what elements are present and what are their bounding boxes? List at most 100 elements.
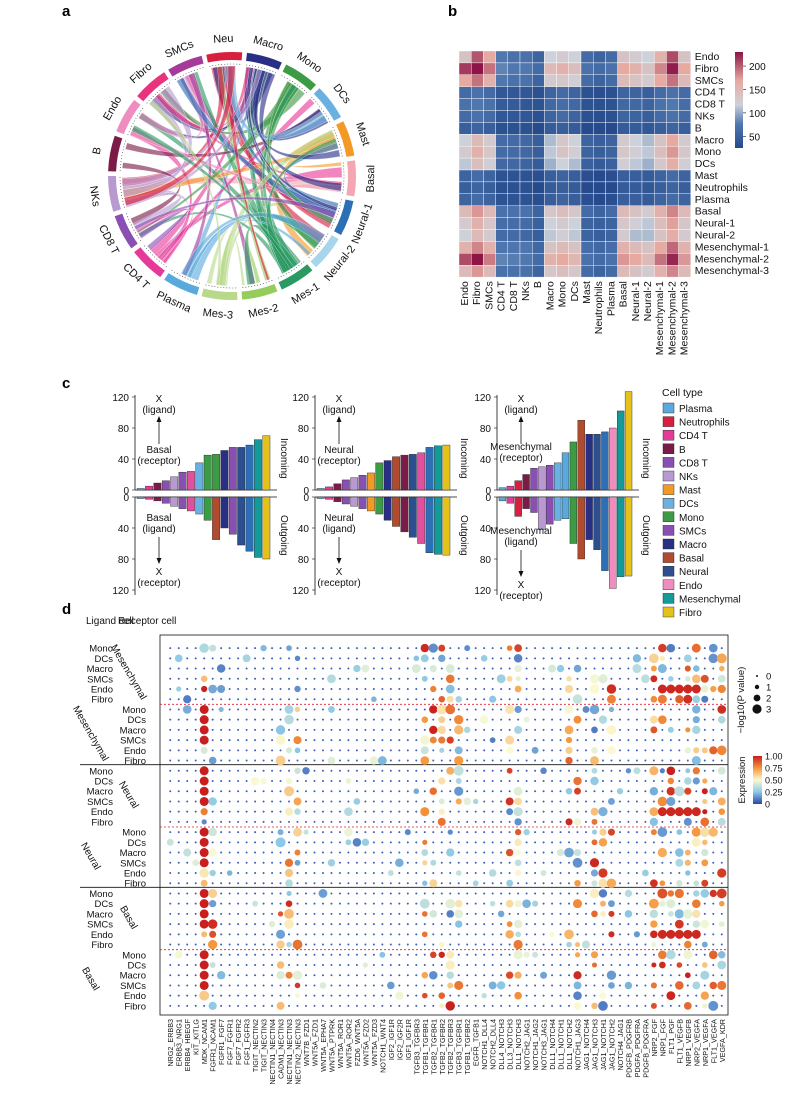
dot — [568, 861, 571, 864]
dot — [279, 872, 282, 874]
dot — [565, 746, 573, 754]
dot — [228, 677, 231, 680]
dot — [659, 768, 665, 774]
dot — [678, 902, 681, 905]
dot — [177, 964, 180, 966]
dot — [361, 664, 370, 673]
heatmap-cell — [556, 98, 569, 111]
size-legend-label: 3 — [766, 705, 771, 716]
column-label: PDGFA_PDGFRA — [633, 1019, 642, 1078]
dot — [517, 739, 520, 742]
dot — [598, 1001, 608, 1011]
dot — [321, 912, 324, 915]
dot — [220, 994, 223, 997]
column-label: FLT1_VEGFA — [709, 1019, 718, 1063]
dot — [194, 831, 197, 834]
heatmap-cell — [629, 134, 643, 147]
dot — [169, 912, 172, 915]
dot — [355, 902, 358, 905]
dot — [720, 933, 723, 936]
annotation-x: X — [336, 394, 343, 405]
dot — [674, 888, 684, 899]
heatmap-col-label: CD8 T — [508, 281, 520, 312]
dot — [262, 688, 265, 690]
dot — [491, 780, 494, 782]
dot — [517, 718, 520, 721]
dot — [432, 841, 435, 844]
dot — [406, 708, 409, 711]
dot — [364, 851, 367, 854]
dot — [514, 725, 523, 734]
heatmap-cell — [568, 181, 582, 194]
dot — [330, 923, 333, 926]
dot — [669, 831, 672, 834]
column-label: IGF2_IGF2R — [395, 1019, 404, 1060]
dot — [262, 657, 265, 660]
heatmap-cell — [678, 62, 691, 76]
dot — [466, 943, 469, 946]
dot — [581, 940, 591, 949]
heatmap-cell — [495, 50, 509, 64]
legend-swatch — [662, 552, 675, 563]
dot — [296, 718, 299, 721]
dot — [446, 766, 455, 775]
legend-swatch — [662, 511, 675, 522]
heatmap-cell — [483, 253, 496, 266]
dot — [703, 902, 706, 905]
bar-incoming-Mesenchymal — [522, 474, 530, 491]
dot — [313, 657, 316, 660]
dot — [618, 728, 621, 731]
heatmap-cell — [495, 205, 509, 218]
column-label: NOTCH4_JAG1 — [616, 1019, 625, 1071]
heatmap-colorbar — [735, 52, 743, 148]
dot — [652, 994, 655, 997]
dot — [483, 790, 486, 793]
dot — [338, 861, 341, 864]
dot — [423, 923, 426, 926]
dot — [389, 790, 392, 793]
sector-tick-ring — [277, 261, 305, 279]
heatmap-cell — [617, 193, 630, 206]
dot — [593, 698, 596, 701]
dot — [275, 837, 286, 848]
heatmap-cell — [666, 157, 679, 171]
dot — [245, 923, 248, 926]
row-label: DCs — [95, 899, 114, 910]
heatmap-col-label: B — [532, 281, 544, 288]
dot — [483, 728, 486, 731]
dot — [667, 726, 674, 733]
dot — [657, 827, 668, 837]
dot — [355, 698, 358, 701]
heatmap-cell — [654, 241, 667, 254]
dot — [466, 667, 469, 670]
sector-label: SMCs — [163, 38, 196, 61]
dot — [644, 759, 647, 762]
dot — [194, 1004, 197, 1007]
dot — [423, 1004, 426, 1007]
dot — [440, 759, 443, 762]
dot — [220, 810, 223, 813]
legend-label: Mast — [679, 486, 701, 497]
dot — [666, 807, 676, 817]
dot — [271, 892, 274, 895]
dot — [208, 939, 218, 950]
heatmap-cell — [458, 62, 472, 76]
dot — [703, 953, 706, 956]
dot — [279, 882, 282, 885]
dot — [559, 739, 562, 742]
dot — [676, 962, 683, 968]
dot — [513, 919, 523, 929]
dot — [228, 739, 231, 742]
dot — [347, 1004, 350, 1007]
dot — [466, 994, 469, 997]
dot — [406, 820, 409, 823]
dot — [421, 716, 429, 723]
dot — [262, 892, 265, 895]
dot — [525, 892, 528, 895]
dot — [716, 745, 727, 756]
dot — [542, 728, 545, 731]
heatmap-cell — [483, 205, 496, 218]
dot — [491, 647, 494, 650]
dot — [513, 807, 523, 817]
dot — [177, 820, 180, 823]
